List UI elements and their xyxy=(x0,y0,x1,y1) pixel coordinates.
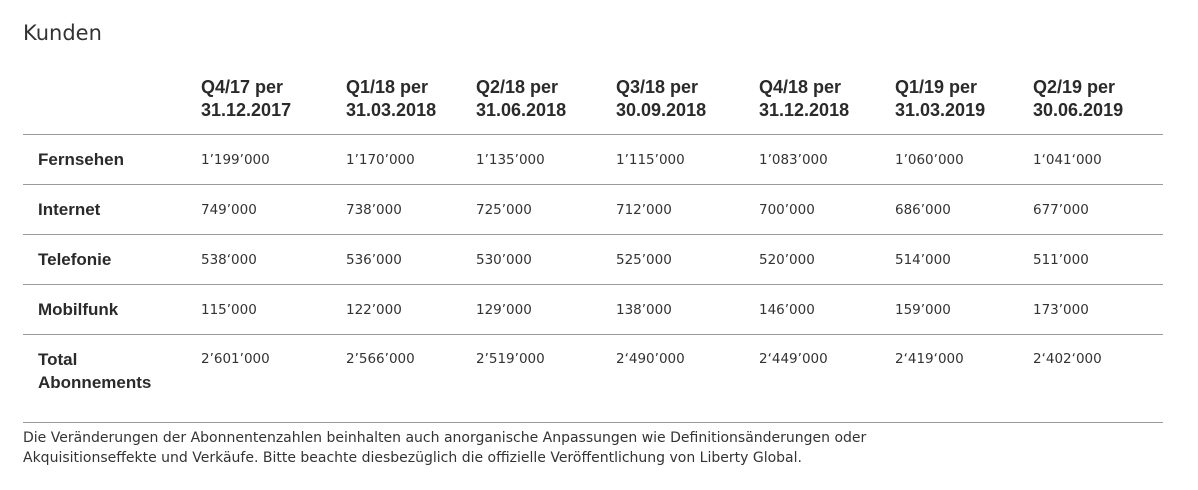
table-cell: 1’199’000 xyxy=(201,134,346,185)
column-header-period: Q2/18 per xyxy=(476,77,559,97)
table-body: Fernsehen 1’199’000 1’170’000 1’135’000 … xyxy=(23,134,1163,423)
table-cell: 677’000 xyxy=(1033,184,1163,235)
column-header-period: Q1/18 per xyxy=(346,77,429,97)
section-title: Kunden xyxy=(23,21,102,45)
column-header-date: 31.12.2018 xyxy=(759,100,850,120)
table-row: Mobilfunk 115’000 122’000 129’000 138’00… xyxy=(23,284,1163,335)
table-cell: 1’135’000 xyxy=(476,134,616,185)
table-cell: 1’083’000 xyxy=(759,134,895,185)
total-cell: 2’601’000 xyxy=(201,334,346,423)
table-cell: 712’000 xyxy=(616,184,759,235)
column-header-date: 31.12.2017 xyxy=(201,100,292,120)
table-cell: 686’000 xyxy=(895,184,1033,235)
row-label: Internet xyxy=(23,184,201,235)
header-row: Q4/17 per 31.12.2017 Q1/18 per 31.03.2018 … xyxy=(23,66,1163,135)
total-label-line1: Total xyxy=(38,350,78,369)
total-row: Total Abonnements 2’601’000 2’566’000 2’5… xyxy=(23,334,1163,423)
table-cell: 129’000 xyxy=(476,284,616,335)
table-cell: 525’000 xyxy=(616,234,759,285)
table-row: Telefonie 538‘000 536’000 530’000 525’00… xyxy=(23,234,1163,285)
table-cell: 146’000 xyxy=(759,284,895,335)
table-cell: 738’000 xyxy=(346,184,476,235)
table-cell: 115’000 xyxy=(201,284,346,335)
total-cell: 2‘402‘000 xyxy=(1033,334,1163,423)
column-header-date: 30.06.2019 xyxy=(1033,100,1124,120)
header-corner xyxy=(23,66,201,135)
row-label: Fernsehen xyxy=(23,134,201,185)
column-header-period: Q1/19 per xyxy=(895,77,978,97)
footnote-line2: Akquisitionseffekte und Verkäufe. Bitte … xyxy=(23,450,802,466)
table-cell: 514’000 xyxy=(895,234,1033,285)
column-header-period: Q4/17 per xyxy=(201,77,284,97)
column-header-date: 31.03.2018 xyxy=(346,100,437,120)
column-header-date: 30.09.2018 xyxy=(616,100,707,120)
row-label: Telefonie xyxy=(23,234,201,285)
column-header: Q4/18 per 31.12.2018 xyxy=(759,66,895,135)
table-cell: 159’000 xyxy=(895,284,1033,335)
table-row: Internet 749’000 738’000 725’000 712’000… xyxy=(23,184,1163,235)
total-cell: 2’519’000 xyxy=(476,334,616,423)
column-header-date: 31.03.2019 xyxy=(895,100,986,120)
column-header: Q1/18 per 31.03.2018 xyxy=(346,66,476,135)
column-header: Q3/18 per 30.09.2018 xyxy=(616,66,759,135)
row-label-total: Total Abonnements xyxy=(23,334,201,423)
table-cell: 1’115’000 xyxy=(616,134,759,185)
total-cell: 2‘449’000 xyxy=(759,334,895,423)
table-cell: 138’000 xyxy=(616,284,759,335)
table-cell: 173’000 xyxy=(1033,284,1163,335)
table-cell: 1‘041‘000 xyxy=(1033,134,1163,185)
table-cell: 700’000 xyxy=(759,184,895,235)
table-cell: 520’000 xyxy=(759,234,895,285)
column-header: Q2/18 per 31.06.2018 xyxy=(476,66,616,135)
table-cell: 749’000 xyxy=(201,184,346,235)
column-header-period: Q3/18 per xyxy=(616,77,699,97)
table-cell: 511’000 xyxy=(1033,234,1163,285)
column-header-period: Q4/18 per xyxy=(759,77,842,97)
table-row: Fernsehen 1’199’000 1’170’000 1’135’000 … xyxy=(23,134,1163,185)
total-cell: 2‘419‘000 xyxy=(895,334,1033,423)
table-cell: 530’000 xyxy=(476,234,616,285)
column-header: Q2/19 per 30.06.2019 xyxy=(1033,66,1163,135)
footnote: Die Veränderungen der Abonnentenzahlen b… xyxy=(23,428,1173,468)
table-cell: 122’000 xyxy=(346,284,476,335)
customers-table: Q4/17 per 31.12.2017 Q1/18 per 31.03.2018 … xyxy=(23,66,1163,423)
table-cell: 725’000 xyxy=(476,184,616,235)
column-header-period: Q2/19 per xyxy=(1033,77,1116,97)
row-label: Mobilfunk xyxy=(23,284,201,335)
footnote-line1: Die Veränderungen der Abonnentenzahlen b… xyxy=(23,430,867,446)
table-header: Q4/17 per 31.12.2017 Q1/18 per 31.03.2018 … xyxy=(23,66,1163,135)
total-cell: 2’566’000 xyxy=(346,334,476,423)
total-label-line2: Abonnements xyxy=(38,373,152,392)
column-header: Q4/17 per 31.12.2017 xyxy=(201,66,346,135)
column-header-date: 31.06.2018 xyxy=(476,100,567,120)
table-cell: 536’000 xyxy=(346,234,476,285)
table-cell: 1’170’000 xyxy=(346,134,476,185)
table-cell: 538‘000 xyxy=(201,234,346,285)
table-cell: 1’060’000 xyxy=(895,134,1033,185)
column-header: Q1/19 per 31.03.2019 xyxy=(895,66,1033,135)
total-cell: 2‘490’000 xyxy=(616,334,759,423)
